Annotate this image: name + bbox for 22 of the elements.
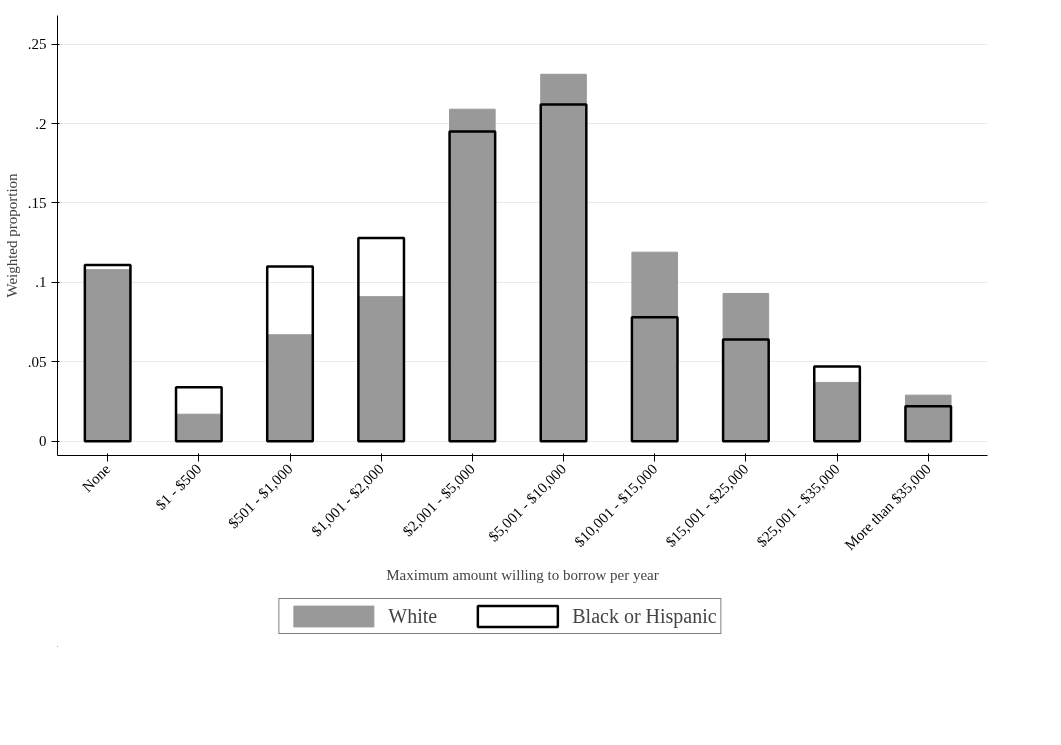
bar (265, 265, 315, 443)
bar (357, 236, 406, 443)
bar (266, 334, 314, 442)
bar (631, 251, 678, 442)
legend-label: White (388, 604, 438, 628)
bar (813, 381, 861, 442)
bar (630, 316, 679, 443)
bar (904, 405, 953, 443)
bar (174, 385, 223, 443)
y-tick-label: 0 (39, 433, 47, 450)
legend-label: Black or Hispanic (572, 604, 717, 628)
y-tick-label: .25 (27, 36, 47, 53)
bar (357, 296, 405, 442)
bar (722, 292, 770, 442)
bar (813, 365, 862, 443)
y-tick-label: .1 (35, 274, 47, 291)
x-axis-title: Maximum amount willing to borrow per year (386, 566, 659, 583)
y-tick-label: .05 (27, 353, 47, 370)
y-tick-label: .15 (27, 194, 47, 211)
bar (721, 338, 770, 443)
y-tick-label: .2 (35, 115, 47, 132)
y-axis-title: Weighted proportion (3, 172, 20, 298)
